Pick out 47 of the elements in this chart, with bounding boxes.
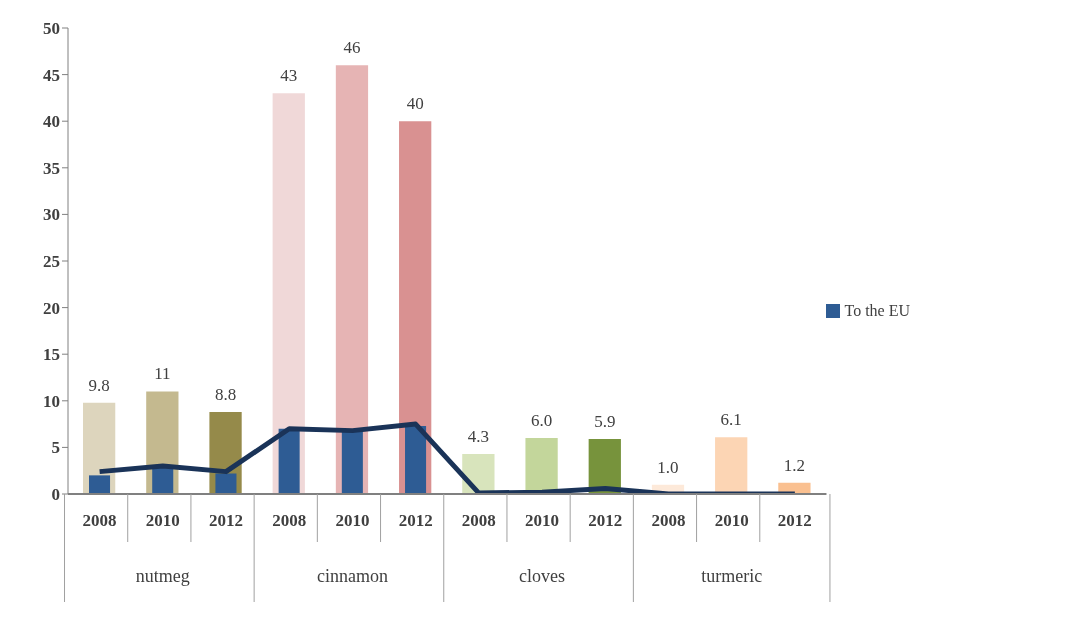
x-tick-label: 2010 [145,511,180,530]
text: turmeric [701,566,763,586]
y-tick-label: 10 [43,391,60,411]
y-tick-label: 5 [51,438,60,458]
x-tick-label: 2008 [272,511,307,530]
x-tick-label: 2010 [714,511,749,530]
data-label: 9.8 [88,375,110,395]
data-label: 5.9 [594,412,616,432]
data-label: 11 [154,364,171,384]
text: cloves [519,566,566,586]
data-label: 8.8 [214,384,237,404]
bar [715,437,748,494]
y-tick-label: 25 [43,252,60,272]
y-tick-label: 30 [43,205,60,225]
data-label: 1.2 [783,455,806,475]
text: cinnamon [316,566,388,586]
data-label: 46 [343,38,361,58]
x-tick-label: 2010 [335,511,370,530]
y-tick-label: 45 [43,65,60,85]
data-label: 6.0 [530,411,553,431]
data-label: 43 [280,66,298,86]
text: nutmeg [135,566,190,586]
x-tick-label: 2010 [525,511,560,530]
data-label: 40 [406,94,424,114]
bar [405,425,427,494]
data-label: 4.3 [467,426,489,446]
x-tick-label: 2012 [398,511,433,530]
bar [341,430,363,494]
x-tick-label: 2008 [651,511,686,530]
x-tick-label: 2012 [777,511,812,530]
x-tick-label: 2008 [461,511,496,530]
data-label: 6.1 [720,410,742,430]
y-tick-label: 15 [43,345,60,365]
x-tick-label: 2012 [209,511,244,530]
bar [335,65,369,494]
bar [215,473,237,494]
data-label: 1.0 [657,457,679,477]
y-tick-label: 50 [43,19,60,39]
x-tick-label: 2012 [588,511,623,530]
legend-label: To the EU [844,302,910,320]
bar [89,475,111,494]
bar [278,428,300,494]
x-tick-label: 2008 [82,511,117,530]
y-tick-label: 0 [51,485,60,505]
y-tick-label: 35 [43,158,60,178]
y-tick-label: 40 [43,112,60,132]
y-tick-label: 20 [43,298,60,318]
